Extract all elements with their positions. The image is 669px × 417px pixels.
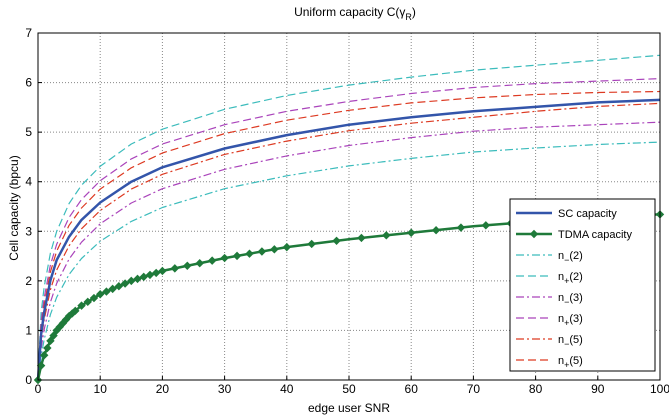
- series-marker: [40, 351, 49, 360]
- series-marker: [307, 239, 316, 249]
- series-marker: [139, 272, 148, 282]
- series-marker: [357, 233, 366, 243]
- series-layer: [33, 54, 665, 385]
- x-tick-label: 40: [280, 382, 294, 396]
- series-line: [36, 98, 661, 381]
- y-tick-label: 4: [25, 175, 32, 189]
- series-marker: [195, 259, 204, 268]
- series-marker: [158, 266, 167, 276]
- legend-label: n−(3): [558, 292, 583, 307]
- series-marker: [431, 225, 441, 235]
- x-tick-label: 60: [405, 382, 419, 396]
- series-line: [37, 121, 661, 381]
- x-tick-label: 80: [529, 382, 543, 396]
- chart-title-main: Uniform capacity C(γ: [294, 5, 405, 19]
- legend-marker: [529, 229, 539, 239]
- series-marker: [71, 306, 80, 316]
- series-marker: [89, 293, 99, 303]
- series-marker: [220, 253, 229, 263]
- series-marker: [83, 297, 92, 307]
- x-axis-label: edge user SNR: [308, 401, 390, 415]
- series-marker: [207, 256, 217, 265]
- series-marker: [481, 221, 491, 230]
- series-line: [37, 54, 661, 381]
- legend-label: TDMA capacity: [558, 229, 632, 241]
- series-marker: [456, 223, 466, 232]
- series-marker: [49, 331, 58, 340]
- chart-title: Uniform capacity C(γR): [294, 5, 416, 22]
- y-tick-label: 0: [25, 373, 32, 387]
- series-marker: [133, 274, 142, 284]
- y-tick-label: 5: [25, 125, 32, 139]
- legend-label: SC capacity: [558, 208, 617, 220]
- series-marker: [108, 284, 117, 294]
- series-marker: [46, 336, 55, 346]
- series-marker: [170, 264, 180, 273]
- y-axis: 0 1 2 3 4 5 6 7: [25, 26, 42, 387]
- legend-label: n+(3): [558, 313, 583, 328]
- x-tick-label: 70: [467, 382, 481, 396]
- legend-label: n+(2): [558, 271, 583, 286]
- y-axis-label: Cell capacity (bpcu): [7, 155, 21, 260]
- series-marker: [145, 270, 155, 280]
- series-marker: [245, 249, 254, 258]
- series-line: [37, 141, 661, 381]
- x-axis: 0 10 20 30 40 50 60 70 80 90 100: [35, 376, 669, 396]
- series-marker: [332, 236, 341, 246]
- series-marker: [270, 245, 279, 254]
- y-tick-label: 7: [25, 26, 32, 40]
- series-marker: [183, 261, 192, 270]
- chart-title-subscript: R: [405, 12, 412, 22]
- series-marker: [36, 361, 46, 370]
- series-marker: [114, 282, 124, 291]
- legend-box: [509, 198, 656, 372]
- x-tick-label: 10: [94, 382, 108, 396]
- y-tick-label: 6: [25, 76, 32, 90]
- series-marker: [120, 279, 130, 288]
- x-tick-label: 0: [35, 382, 42, 396]
- legend-label: n−(5): [558, 334, 583, 349]
- series-marker: [102, 287, 111, 296]
- x-tick-label: 90: [591, 382, 605, 396]
- legend: SC capacity TDMA capacity n−(2) n+(2) n−(3) n…: [509, 198, 656, 372]
- series-line: [37, 102, 661, 381]
- y-tick-label: 2: [25, 274, 32, 288]
- series-marker: [127, 276, 136, 286]
- y-tick-label: 3: [25, 224, 32, 238]
- series-marker: [382, 231, 391, 240]
- series-marker: [257, 247, 267, 256]
- legend-label: n+(5): [558, 355, 583, 370]
- grid-lines: [38, 33, 660, 380]
- series-marker: [232, 251, 242, 261]
- series-line: [37, 78, 661, 381]
- x-tick-label: 50: [342, 382, 356, 396]
- series-marker: [406, 228, 416, 237]
- series-marker: [282, 242, 292, 252]
- series-line: [37, 90, 661, 381]
- legend-label: n−(2): [558, 250, 583, 265]
- series-marker: [43, 343, 52, 353]
- series-marker: [151, 268, 161, 278]
- series-marker: [95, 290, 105, 299]
- x-tick-label: 20: [156, 382, 170, 396]
- x-tick-label: 100: [650, 382, 669, 396]
- x-tick-label: 30: [218, 382, 232, 396]
- chart-title-close: ): [412, 5, 416, 19]
- series-marker: [77, 301, 86, 310]
- y-tick-label: 1: [25, 323, 32, 337]
